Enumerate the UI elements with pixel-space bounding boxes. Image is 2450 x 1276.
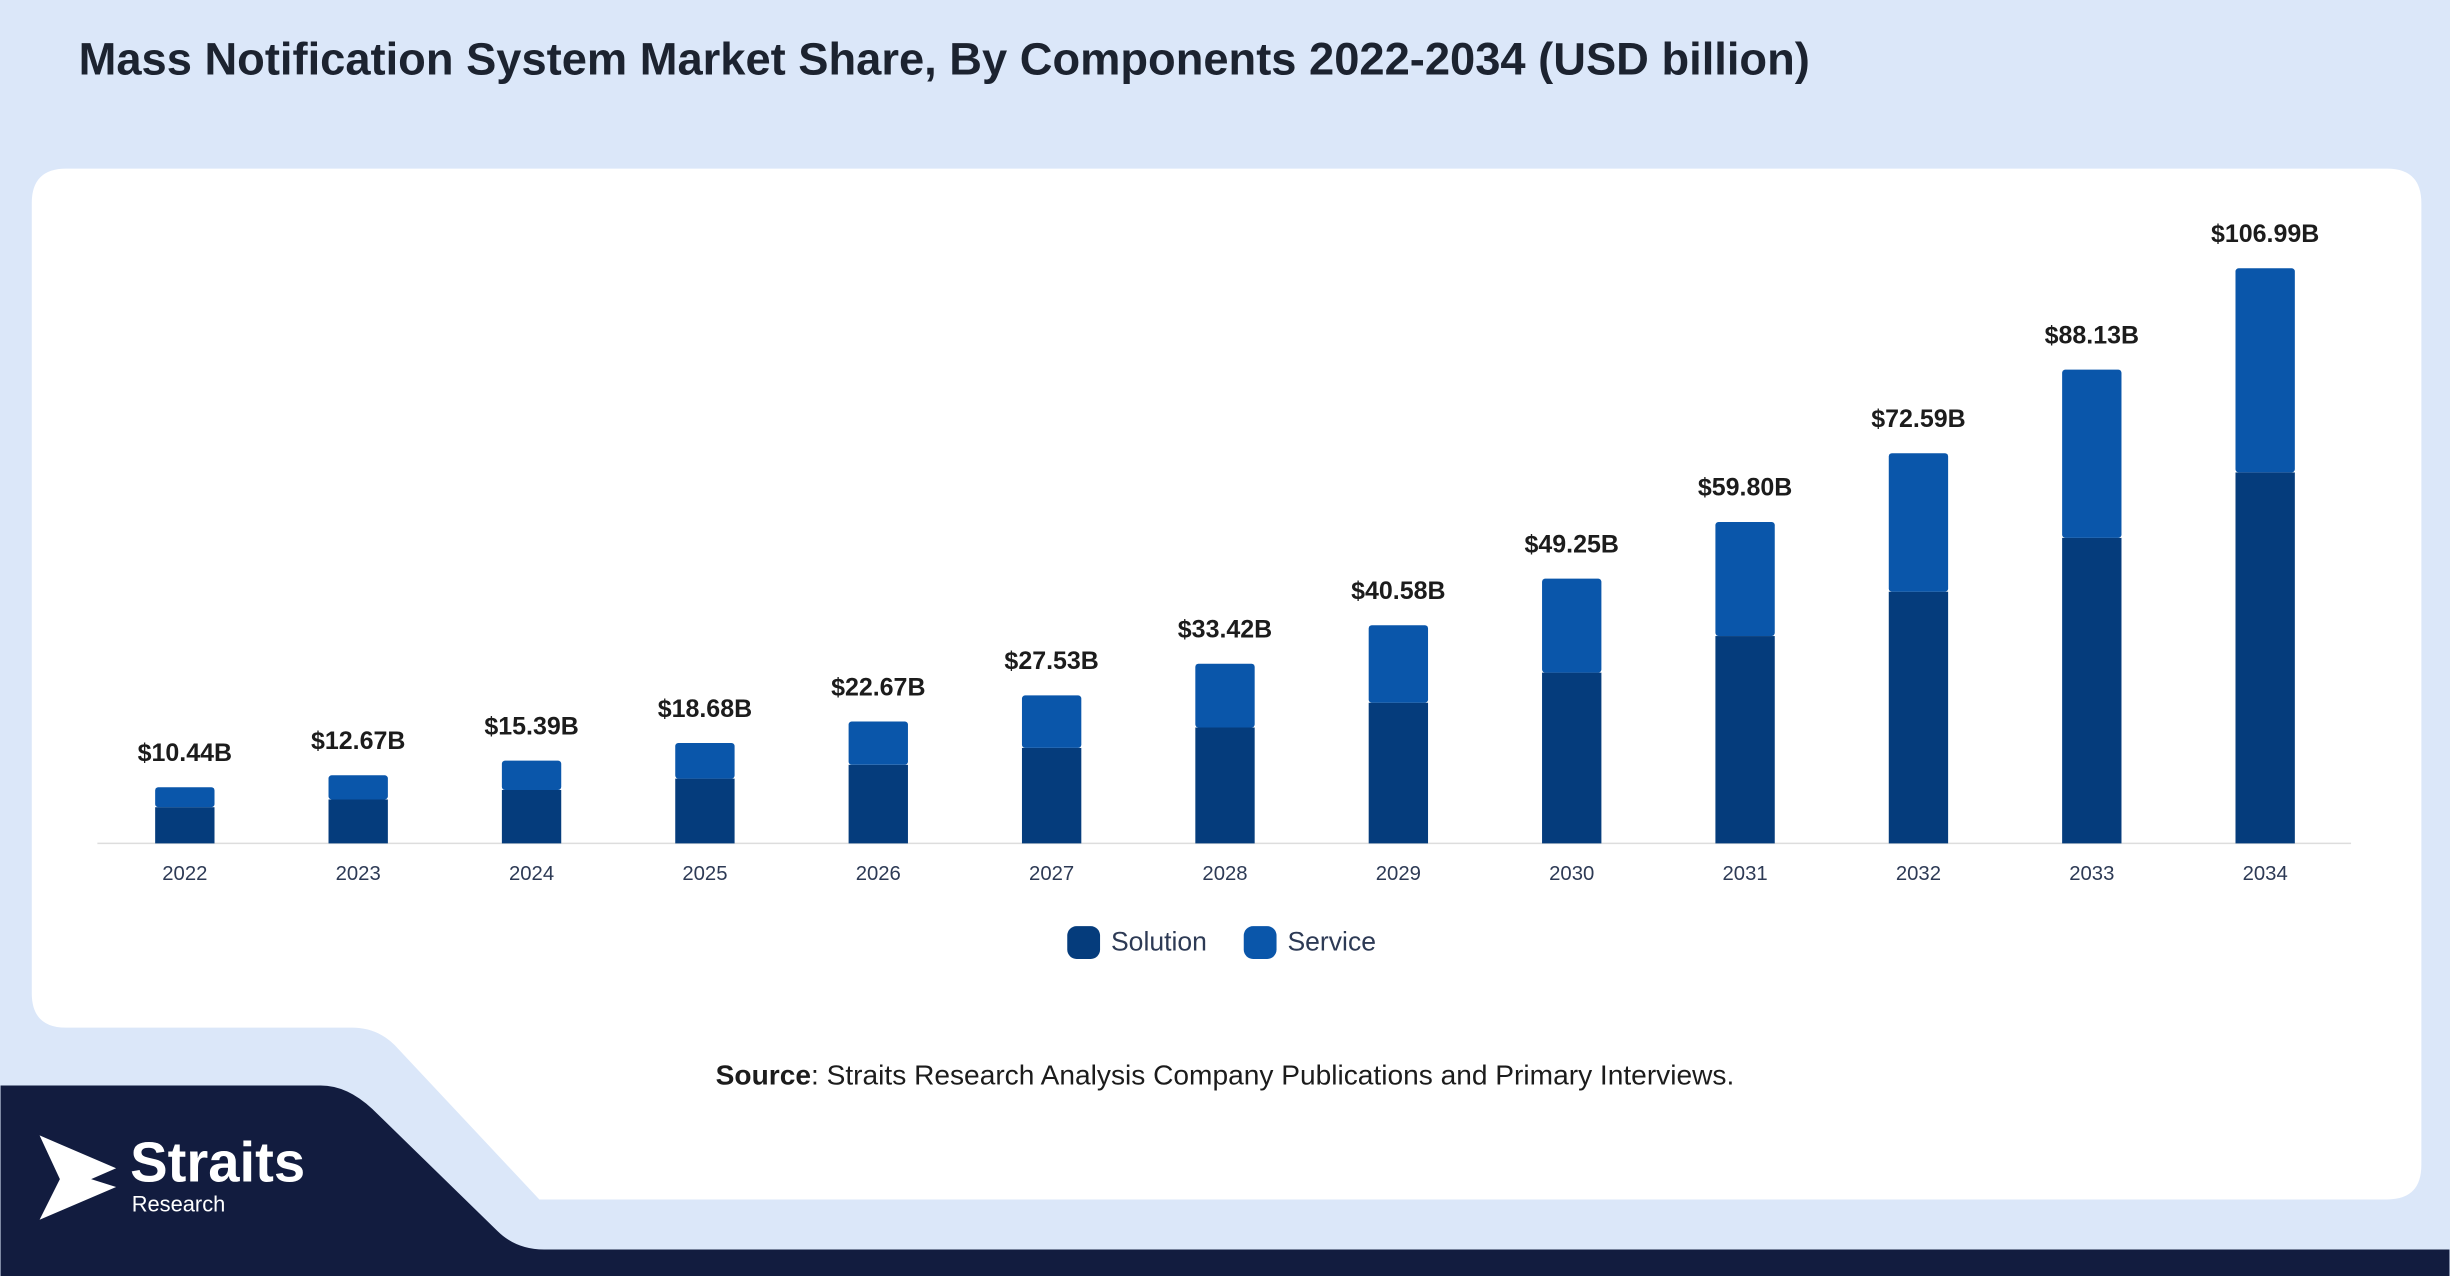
bar-segment bbox=[2062, 369, 2122, 538]
x-tick-label: 2032 bbox=[1896, 863, 1941, 885]
x-tick-label: 2027 bbox=[1029, 863, 1074, 885]
logo-icon bbox=[39, 1135, 117, 1220]
x-tick-label: 2034 bbox=[2243, 863, 2288, 885]
x-tick-label: 2022 bbox=[162, 863, 207, 885]
total-label: $59.80B bbox=[1698, 474, 1792, 502]
x-tick-label: 2031 bbox=[1723, 863, 1768, 885]
bar-segment bbox=[1715, 521, 1775, 637]
bar-segment bbox=[1195, 727, 1255, 844]
bar-segment bbox=[501, 760, 562, 791]
bar-segment bbox=[1368, 702, 1429, 844]
total-label: $15.39B bbox=[484, 712, 578, 740]
legend-label: Solution bbox=[1111, 926, 1207, 956]
bar-segment bbox=[1888, 453, 1949, 592]
bar-segment bbox=[501, 790, 562, 844]
bar-segment bbox=[2235, 268, 2295, 473]
bar-segment bbox=[155, 787, 215, 808]
bar-segment bbox=[2062, 537, 2122, 844]
x-tick-label: 2026 bbox=[856, 863, 901, 885]
x-tick-label: 2024 bbox=[509, 863, 554, 885]
bar-segment bbox=[1542, 672, 1602, 844]
legend-swatch bbox=[1243, 926, 1277, 959]
x-tick-label: 2025 bbox=[682, 863, 727, 885]
total-label: $27.53B bbox=[1004, 647, 1098, 675]
total-label: $33.42B bbox=[1178, 616, 1272, 644]
bar-segment bbox=[1195, 663, 1255, 728]
x-tick-label: 2028 bbox=[1202, 863, 1247, 885]
total-label: $40.58B bbox=[1351, 577, 1445, 605]
bar-segment bbox=[1715, 636, 1775, 844]
logo-sub: Research bbox=[132, 1191, 226, 1216]
bar-segment bbox=[675, 778, 735, 844]
total-label: $88.13B bbox=[2045, 321, 2139, 349]
bar-segment bbox=[1542, 578, 1602, 673]
total-label: $72.59B bbox=[1871, 405, 1965, 433]
legend-swatch bbox=[1067, 926, 1101, 959]
bar-segment bbox=[155, 807, 215, 844]
bar-segment bbox=[675, 742, 735, 779]
legend-label: Service bbox=[1287, 926, 1376, 956]
logo-name: Straits bbox=[130, 1131, 305, 1194]
x-tick-label: 2033 bbox=[2069, 863, 2114, 885]
footer-band bbox=[0, 1085, 2450, 1276]
bar-segment bbox=[1888, 591, 1949, 844]
x-tick-label: 2023 bbox=[336, 863, 381, 885]
source-label: Source bbox=[716, 1060, 811, 1091]
bar-segment bbox=[2235, 472, 2295, 844]
total-label: $49.25B bbox=[1525, 530, 1619, 558]
bar-segment bbox=[1021, 747, 1082, 844]
total-label: $18.68B bbox=[658, 695, 752, 723]
x-tick-label: 2029 bbox=[1376, 863, 1421, 885]
bar-segment bbox=[328, 799, 388, 844]
chart-title: Mass Notification System Market Share, B… bbox=[79, 33, 1810, 84]
x-tick-label: 2030 bbox=[1549, 863, 1594, 885]
total-label: $22.67B bbox=[831, 673, 925, 701]
total-label: $10.44B bbox=[138, 739, 232, 767]
bar-segment bbox=[1021, 695, 1082, 748]
source-text: : Straits Research Analysis Company Publ… bbox=[811, 1060, 1734, 1091]
bar-segment bbox=[1368, 625, 1429, 703]
bar-segment bbox=[328, 775, 388, 800]
bar-segment bbox=[848, 764, 908, 844]
bar-segment bbox=[848, 721, 908, 765]
total-label: $12.67B bbox=[311, 727, 405, 755]
total-label: $106.99B bbox=[2211, 220, 2319, 248]
source: Source: Straits Research Analysis Compan… bbox=[716, 1060, 1735, 1091]
